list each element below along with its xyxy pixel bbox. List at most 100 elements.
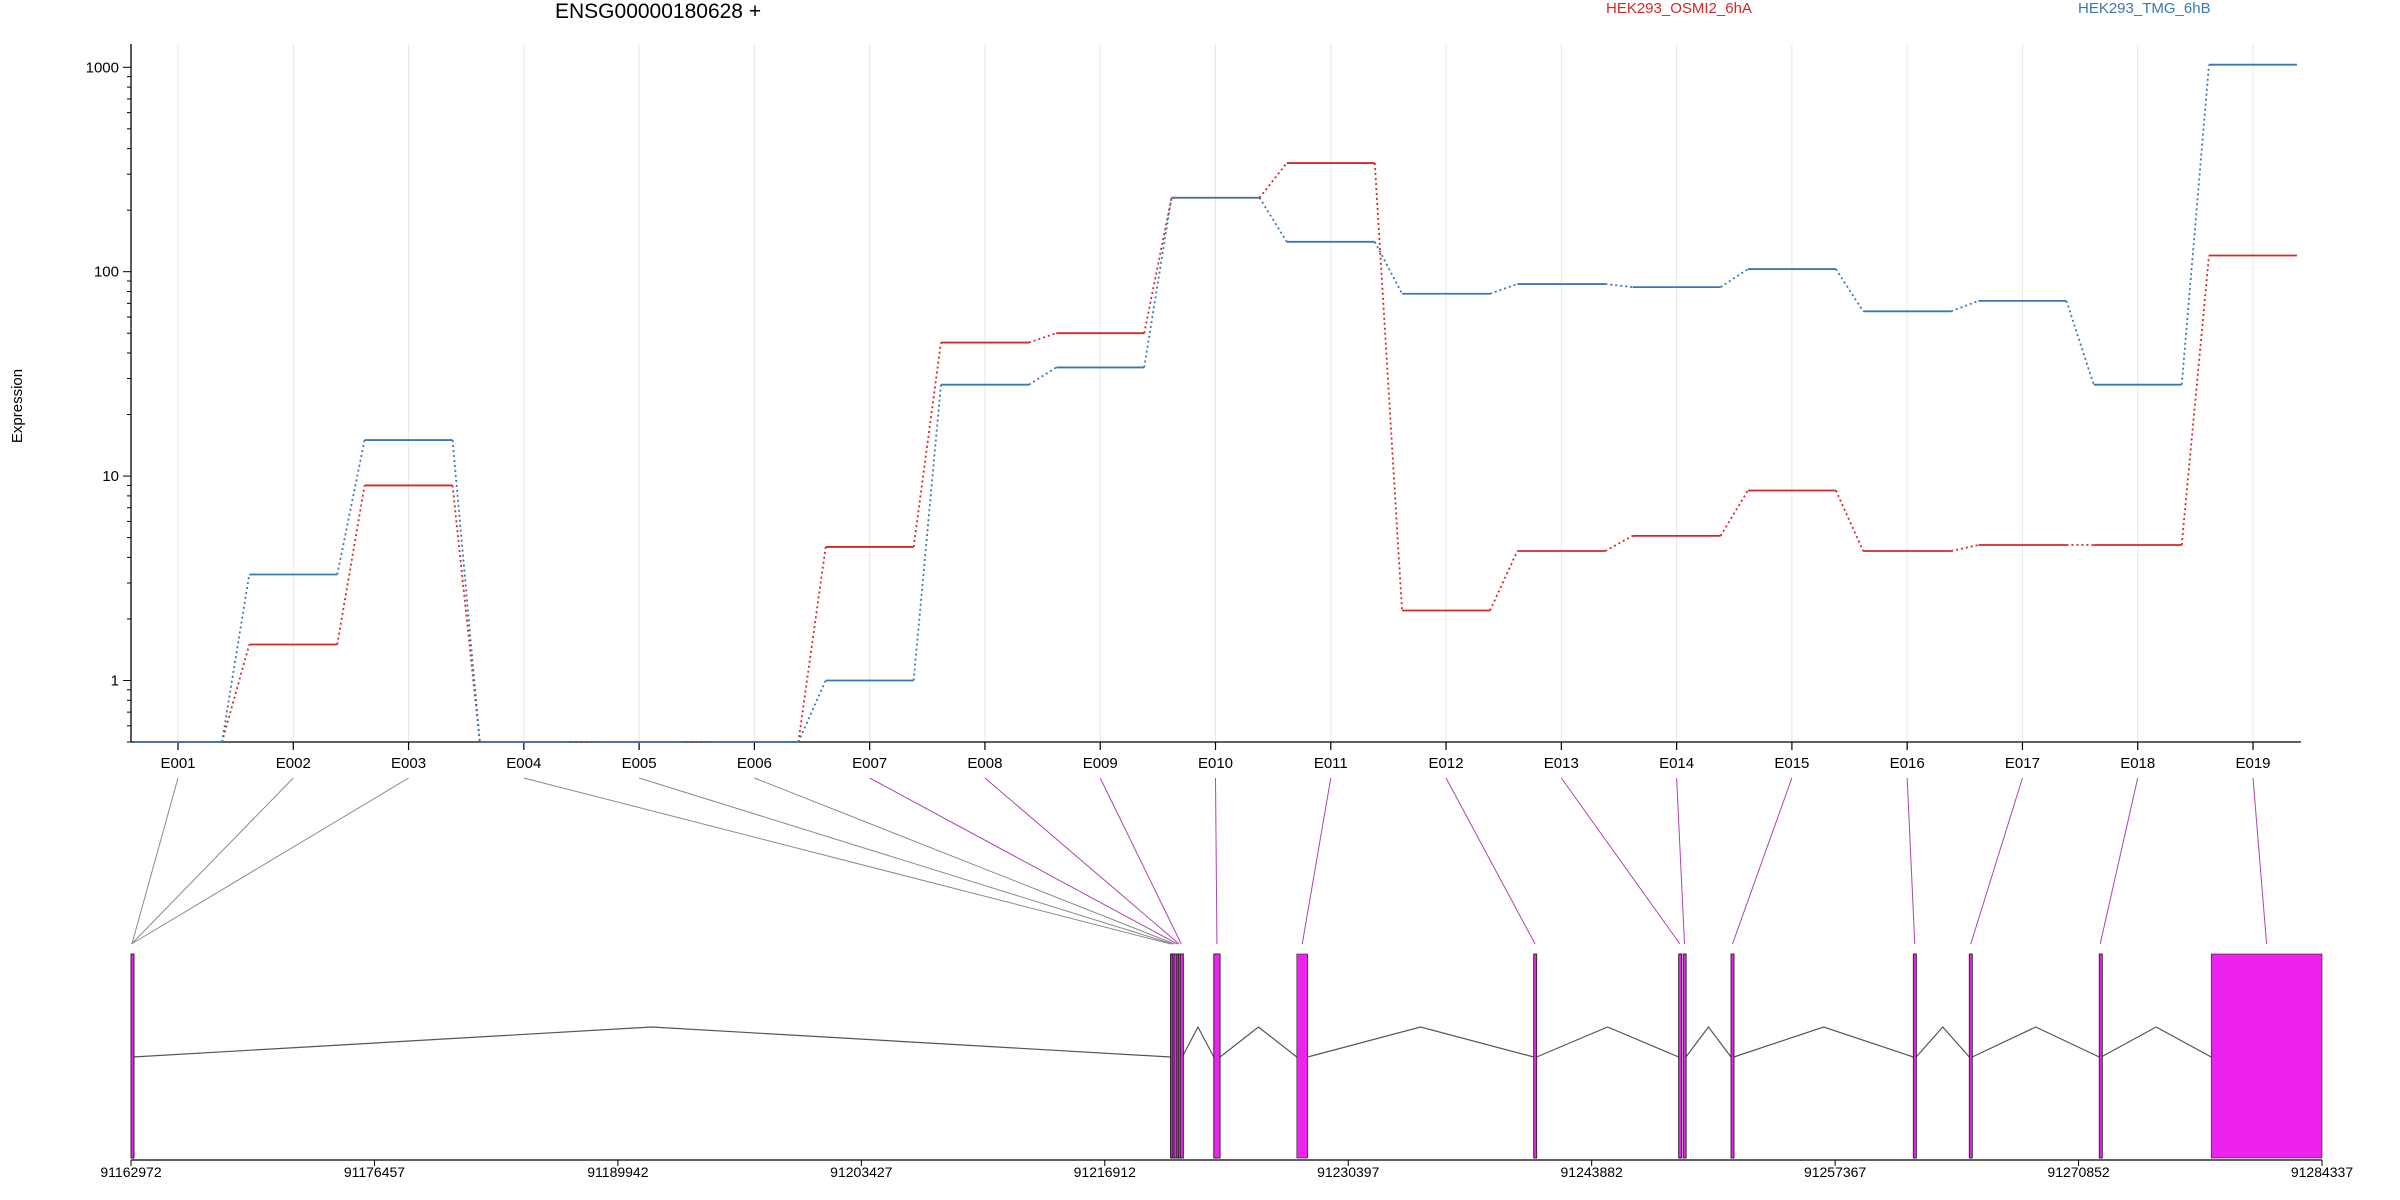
x-tick-label: E009 bbox=[1083, 755, 1118, 772]
exon-block bbox=[1730, 953, 1735, 1159]
intron-line bbox=[1219, 1026, 1298, 1058]
series-2-transition bbox=[1835, 268, 1864, 312]
exon-block bbox=[1533, 953, 1538, 1159]
exon-connector bbox=[2252, 777, 2268, 945]
series-1-transition bbox=[1258, 162, 1288, 199]
exon-connector bbox=[638, 777, 1173, 945]
legend-entry-tmg: HEK293_TMG_6hB bbox=[2078, 0, 2211, 17]
x-tick-label: E015 bbox=[1774, 755, 1809, 772]
x-tick-label: E018 bbox=[2120, 755, 2155, 772]
genomic-tick-label: 91189942 bbox=[587, 1164, 648, 1180]
exon-connector bbox=[1970, 777, 2023, 945]
exon-connector bbox=[131, 777, 179, 945]
genomic-tick-label: 91203427 bbox=[830, 1164, 893, 1180]
exon-connector bbox=[869, 777, 1178, 945]
series-2-transition bbox=[1143, 197, 1173, 368]
series-2-transition bbox=[797, 680, 827, 743]
genomic-tick-label: 91216912 bbox=[1074, 1164, 1137, 1180]
exon-block bbox=[1179, 953, 1184, 1159]
x-tick-label: E001 bbox=[160, 755, 195, 772]
x-tick-label: E016 bbox=[1890, 755, 1925, 772]
y-tick-label: 1 bbox=[111, 672, 119, 689]
series-1-transition bbox=[797, 546, 827, 743]
series-1-transition bbox=[221, 644, 251, 743]
series-1-transition bbox=[1950, 544, 1979, 552]
x-tick-label: E005 bbox=[622, 755, 657, 772]
series-2-transition bbox=[451, 440, 481, 743]
genomic-tick-label: 91176457 bbox=[344, 1164, 405, 1180]
x-tick-label: E003 bbox=[391, 755, 426, 772]
exon-connector bbox=[984, 777, 1180, 945]
intron-line bbox=[1685, 1026, 1732, 1058]
intron-line bbox=[132, 1026, 1171, 1058]
genomic-tick-label: 91230397 bbox=[1317, 1164, 1380, 1180]
series-2-transition bbox=[1950, 300, 1979, 313]
connector-layer bbox=[131, 777, 2268, 945]
exon-connector bbox=[1445, 777, 1536, 945]
series-2-transition bbox=[221, 574, 251, 743]
exon-connector bbox=[523, 777, 1172, 945]
exon-connector bbox=[1215, 777, 1218, 945]
y-tick-label: 1000 bbox=[86, 59, 119, 76]
exon-connector bbox=[131, 777, 409, 945]
x-tick-label: E002 bbox=[276, 755, 311, 772]
exon-connector bbox=[131, 777, 294, 945]
series-2-transition bbox=[912, 384, 942, 681]
genomic-tick-label: 91270852 bbox=[2047, 1164, 2110, 1180]
exon-block bbox=[1682, 953, 1687, 1159]
series-1-transition bbox=[1373, 162, 1403, 611]
genomic-tick-label: 91284337 bbox=[2291, 1164, 2354, 1180]
series-2-transition bbox=[336, 439, 366, 575]
gene-model: 91162972 91176457 91189942 91203427 91216912… bbox=[100, 953, 2354, 1180]
exon-connector bbox=[1560, 777, 1681, 945]
grid-layer bbox=[177, 44, 2254, 742]
exon-connector bbox=[1676, 777, 1686, 945]
series-1-transition bbox=[1604, 535, 1634, 552]
exon-block bbox=[1296, 953, 1308, 1159]
series-1-transition bbox=[1835, 490, 1864, 552]
exon-block bbox=[130, 953, 135, 1159]
series-2-transition bbox=[1373, 241, 1403, 295]
x-tick-label: E004 bbox=[506, 755, 541, 772]
exon-connector bbox=[1099, 777, 1182, 945]
series-2-transition bbox=[1489, 283, 1518, 295]
series-2-transition bbox=[1720, 268, 1749, 288]
series-2-transition bbox=[1605, 283, 1633, 289]
intron-line bbox=[1307, 1026, 1534, 1058]
legend-entry-osmi: HEK293_OSMI2_6hA bbox=[1606, 0, 1752, 17]
x-tick-label: E017 bbox=[2005, 755, 2040, 772]
series-2-transition bbox=[2065, 300, 2095, 385]
series-1-transition bbox=[1028, 332, 1057, 344]
exon-connector bbox=[2099, 777, 2139, 945]
axis-layer: Expression E001 E002 E003 E004 E005 E006 E007 E… bbox=[9, 44, 2301, 772]
y-axis-label: Expression bbox=[9, 369, 26, 443]
series-1-transition bbox=[1143, 197, 1173, 334]
x-tick-label: E013 bbox=[1544, 755, 1579, 772]
exon-connector bbox=[754, 777, 1175, 945]
exon-block bbox=[1912, 953, 1917, 1159]
intron-line bbox=[2100, 1026, 2212, 1058]
x-tick-label: E011 bbox=[1314, 755, 1348, 772]
genomic-tick-label: 91162972 bbox=[100, 1164, 161, 1180]
intron-line bbox=[1733, 1026, 1914, 1058]
y-tick-label: 10 bbox=[102, 468, 119, 485]
x-tick-label: E019 bbox=[2235, 755, 2270, 772]
series-2-transition bbox=[1028, 366, 1057, 386]
exon-connector bbox=[1731, 777, 1793, 945]
exon-block bbox=[1213, 953, 1221, 1159]
x-tick-label: E014 bbox=[1659, 755, 1694, 772]
x-tick-label: E006 bbox=[737, 755, 772, 772]
intron-line bbox=[1536, 1026, 1679, 1058]
chart-title: ENSG00000180628 + bbox=[555, 0, 762, 23]
series-1-transition bbox=[336, 485, 366, 645]
series-1-transition bbox=[1719, 490, 1749, 537]
series-1-transition bbox=[2180, 255, 2210, 546]
exon-connector bbox=[1301, 777, 1332, 945]
series-2-transition bbox=[1258, 197, 1288, 243]
series-1-transition bbox=[912, 342, 942, 548]
genomic-tick-label: 91257367 bbox=[1804, 1164, 1867, 1180]
intron-line bbox=[1181, 1025, 1215, 1058]
x-tick-label: E012 bbox=[1429, 755, 1464, 772]
series-1-transition bbox=[451, 485, 481, 743]
